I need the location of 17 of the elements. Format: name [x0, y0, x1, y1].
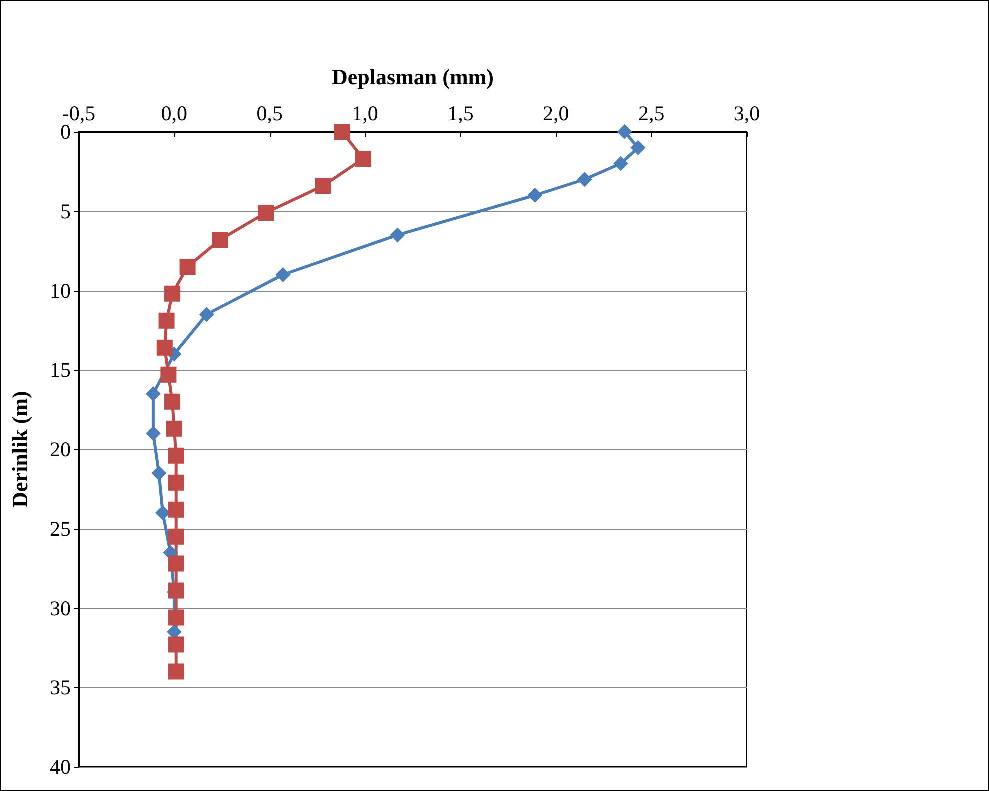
y-tick-label: 30 [50, 596, 71, 620]
x-tick-label: 1,0 [352, 102, 378, 126]
y-tick-label: 5 [60, 199, 71, 224]
y-tick-label: 20 [50, 438, 71, 462]
y-tick-label: 15 [50, 358, 71, 382]
y-tick-label: 10 [50, 278, 71, 303]
x-tick-label: 1,5 [448, 102, 474, 126]
y-tick-label: 35 [50, 676, 71, 700]
y-tick-label: 40 [50, 755, 71, 779]
y-axis-title: Derinlik (m) [8, 391, 32, 508]
x-tick-label: 3,0 [734, 102, 760, 126]
x-axis-title: Deplasman (mm) [332, 64, 494, 90]
x-tick-label: 0,0 [161, 102, 188, 126]
y-tick-label: 25 [50, 516, 71, 541]
x-tick-label: 2,0 [543, 102, 570, 126]
x-tick-label: 2,5 [638, 102, 665, 126]
x-tick-label: 0,5 [256, 102, 283, 126]
